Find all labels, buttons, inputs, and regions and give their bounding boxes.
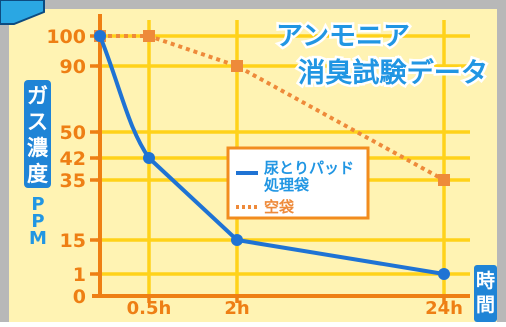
- x-tick-label-24h: 24h: [425, 298, 463, 319]
- axes: [90, 14, 470, 303]
- legend-label-pad-line-1: 尿とりパッド: [264, 159, 354, 177]
- x-label-badge: [474, 265, 497, 322]
- y-tick-label-90: 90: [60, 56, 86, 78]
- y-tick-label-15: 15: [60, 230, 86, 252]
- y-tick-label-0: 0: [73, 286, 86, 308]
- y-unit-char: P: [31, 211, 44, 232]
- x-label-char: 間: [476, 294, 495, 316]
- y-label-char: ス: [27, 110, 48, 134]
- y-unit-char: M: [29, 228, 47, 249]
- series-line-empty: [100, 34, 445, 182]
- chart-title-line-2: 消臭試験データ: [298, 57, 488, 89]
- series-empty-point-0.5h: [143, 30, 155, 42]
- series-empty-point-2h: [231, 60, 243, 72]
- series-lines: [94, 30, 450, 280]
- legend: 尿とりパッド 処理袋 空袋: [226, 146, 370, 220]
- chart-title-line-1: アンモニア: [276, 21, 410, 52]
- x-axis-label: 時間: [474, 265, 497, 322]
- x-tick-label-0.5h: 0.5h: [127, 298, 172, 319]
- series-pad-point-0.5h: [143, 152, 155, 164]
- y-label-char: 濃: [27, 136, 49, 160]
- x-tick-labels: 0.5h 2h 24h: [127, 298, 463, 319]
- legend-label-empty: 空袋: [264, 198, 295, 216]
- y-unit-char: P: [31, 194, 44, 215]
- x-tick-label-2h: 2h: [224, 298, 249, 319]
- legend-label-pad-line-2: 処理袋: [263, 176, 310, 194]
- x-label-char: 時: [476, 270, 495, 292]
- y-label-char: 度: [27, 162, 48, 186]
- series-pad-point-0: [94, 30, 106, 42]
- y-tick-label-50: 50: [60, 122, 86, 144]
- series-empty-point-24h: [438, 174, 450, 186]
- y-label-badge: [24, 80, 51, 188]
- y-tick-label-35: 35: [60, 170, 86, 192]
- y-tick-label-42: 42: [60, 148, 86, 170]
- corner-tab: [0, 0, 45, 25]
- chart-title: アンモニア 消臭試験データ: [274, 19, 491, 92]
- series-pad-point-2h: [231, 234, 243, 246]
- legend-box: [226, 146, 370, 220]
- y-label-char: ガ: [27, 84, 48, 108]
- y-tick-label-100: 100: [46, 26, 86, 48]
- y-tick-label-1: 1: [73, 264, 86, 286]
- series-pad-point-24h: [438, 268, 450, 280]
